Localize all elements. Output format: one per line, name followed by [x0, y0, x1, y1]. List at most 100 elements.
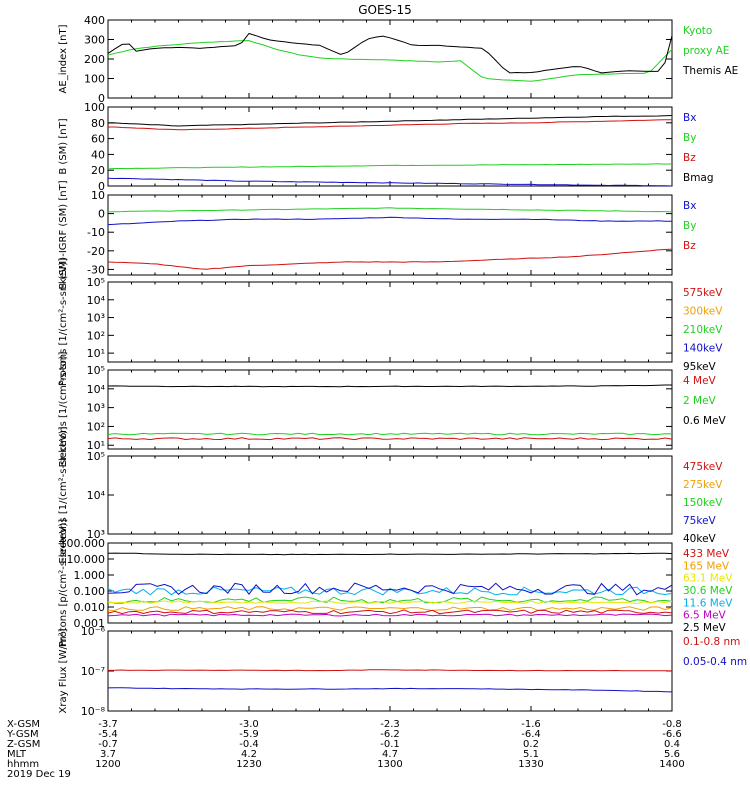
legend-entry: 150keV: [683, 497, 723, 509]
y-axis-label: Electrons [1/(cm²-s-sr)]: [58, 352, 69, 468]
x-row-value: 1400: [659, 759, 684, 770]
y-tick-label: 100: [84, 101, 105, 114]
legend-entry: Bx: [683, 200, 696, 212]
panel-8: 10⁻⁸ 10⁻⁷ 10⁻⁶ Xray Flux [W/m²] 0.1-0.8 nm 0.…: [58, 625, 747, 718]
x-row-value: -2.3: [380, 719, 400, 730]
x-row-value: -3.0: [239, 719, 259, 730]
x-axis-date: 2019 Dec 19: [7, 769, 71, 780]
x-row-value: -3.7: [98, 719, 118, 730]
legend-entry: 4 MeV: [683, 375, 717, 387]
x-row-value: -6.6: [662, 729, 682, 740]
panel-frame: [107, 194, 673, 276]
legend-entry: Bz: [683, 240, 696, 252]
y-tick-label: 0: [98, 180, 105, 193]
y-tick-label: 10³: [87, 312, 105, 325]
legend-entry: 6.5 MeV: [683, 610, 727, 622]
series-line-3: [107, 163, 673, 170]
y-tick-label: 10²: [87, 420, 105, 433]
y-tick-label: 10: [91, 189, 105, 202]
y-tick-label: 80: [91, 117, 105, 130]
series-line-1: [107, 40, 673, 82]
series-line-2: [107, 687, 673, 693]
series-line-8: [107, 613, 673, 617]
legend-entry: 165 MeV: [683, 560, 730, 572]
legend-entry: 40keV: [683, 533, 717, 545]
x-row-value: -6.2: [380, 729, 400, 740]
legend-entry: 275keV: [683, 479, 723, 491]
x-row-label: MLT: [7, 749, 27, 760]
chart-title: GOES-15: [358, 3, 412, 17]
y-tick-label: 300: [84, 34, 105, 47]
legend-entry: 2 MeV: [683, 395, 717, 407]
x-row-label: hhmm: [7, 759, 39, 770]
series-line-2: [107, 586, 673, 596]
y-tick-label: 0.001: [74, 617, 106, 630]
panel-6: 10³ 10⁴ 10⁵ Electrons [1/(cm²-s-sr-keV)] 475…: [58, 426, 723, 563]
x-row-value: -5.9: [239, 729, 259, 740]
legend-entry: 0.1-0.8 nm: [683, 636, 740, 648]
y-tick-label: -10: [87, 226, 105, 239]
y-tick-label: 0.010: [74, 601, 106, 614]
y-tick-label: 10²: [87, 329, 105, 342]
y-axis-label: Xray Flux [W/m²]: [58, 628, 69, 713]
x-row-value: 5.6: [664, 749, 680, 760]
panel-4: 10¹ 10² 10³ 10⁴ 10⁵ Protons [1/(cm²-s-sr-keV)…: [58, 258, 723, 386]
y-tick-label: 10⁵: [87, 450, 105, 463]
x-row-value: 1330: [518, 759, 543, 770]
y-axis-label: B (SM)-IGRF (SM) [nT]: [58, 180, 69, 289]
y-axis-label: AE_index [nT]: [58, 24, 69, 93]
y-tick-label: 10⁻⁶: [81, 625, 106, 638]
x-row-value: 1200: [95, 759, 120, 770]
x-row-label: X-GSM: [7, 719, 40, 730]
x-row-value: -0.4: [239, 739, 259, 750]
y-tick-label: 10³: [87, 528, 105, 541]
x-row-value: -0.1: [380, 739, 400, 750]
y-tick-label: -30: [87, 263, 105, 276]
series-line-5: [107, 600, 673, 605]
x-row-value: -5.4: [98, 729, 118, 740]
x-row-label: Z-GSM: [7, 739, 40, 750]
x-axis-ephemeris: X-GSM -3.7 -3.0 -2.3 -1.6 -0.8 Y-GSM -5.4 -5.9 -6…: [6, 719, 685, 780]
x-row-value: 0.4: [664, 739, 680, 750]
legend-entry: 433 MeV: [683, 548, 730, 560]
x-row-value: -0.7: [98, 739, 118, 750]
y-axis-label: Protons [1/(cm²-s-sr-keV)]: [58, 258, 69, 386]
x-row-value: 4.2: [241, 749, 257, 760]
y-tick-label: 100.000: [60, 537, 106, 550]
panel-frame: [107, 455, 673, 535]
x-row-value: 1230: [236, 759, 261, 770]
y-tick-label: 10⁵: [87, 364, 105, 377]
series-line-2: [107, 32, 673, 74]
x-row-value: -1.6: [521, 719, 541, 730]
y-tick-label: 40: [91, 148, 105, 161]
y-tick-label: 10⁴: [87, 489, 106, 502]
x-row-label: Y-GSM: [6, 729, 39, 740]
series-line-2: [107, 216, 672, 226]
legend-entry: 30.6 MeV: [683, 585, 733, 597]
legend-entry: 140keV: [683, 343, 723, 355]
y-axis-label: B (SM) [nT]: [58, 118, 69, 174]
legend-entry: Bz: [683, 152, 696, 164]
x-row-value: 3.7: [100, 749, 116, 760]
series-line-3: [107, 248, 673, 270]
x-row-value: 4.7: [382, 749, 398, 760]
panel-frame: [107, 106, 673, 187]
y-tick-label: 400: [84, 14, 105, 27]
series-line-1: [107, 115, 673, 127]
series-line-7: [107, 609, 673, 615]
legend-entry: 475keV: [683, 461, 723, 473]
legend-entry: 11.6 MeV: [683, 597, 733, 609]
x-row-value: 5.1: [523, 749, 539, 760]
series-line-3: [107, 437, 673, 441]
y-tick-label: 10³: [87, 402, 105, 415]
legend-entry: Kyoto: [683, 25, 712, 37]
legend-entry: 63.1 MeV: [683, 573, 733, 585]
y-tick-label: -20: [87, 245, 105, 258]
legend-entry: 2.5 MeV: [683, 622, 727, 634]
y-tick-label: 0: [98, 92, 105, 105]
x-row-value: 0.2: [523, 739, 539, 750]
y-axis-label: Electrons [1/(cm²-s-sr-keV)]: [58, 426, 69, 563]
y-tick-label: 100: [84, 73, 105, 86]
y-tick-label: 0.100: [74, 585, 106, 598]
